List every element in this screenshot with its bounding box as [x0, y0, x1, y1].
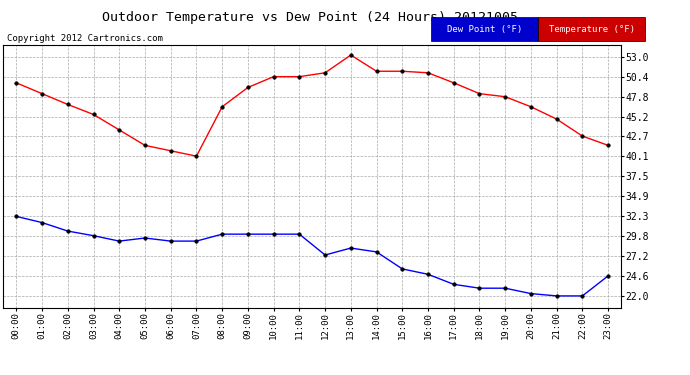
Text: Outdoor Temperature vs Dew Point (24 Hours) 20121005: Outdoor Temperature vs Dew Point (24 Hou… — [103, 11, 518, 24]
Text: Temperature (°F): Temperature (°F) — [549, 25, 635, 34]
Text: Copyright 2012 Cartronics.com: Copyright 2012 Cartronics.com — [7, 34, 163, 43]
Text: Dew Point (°F): Dew Point (°F) — [447, 25, 522, 34]
